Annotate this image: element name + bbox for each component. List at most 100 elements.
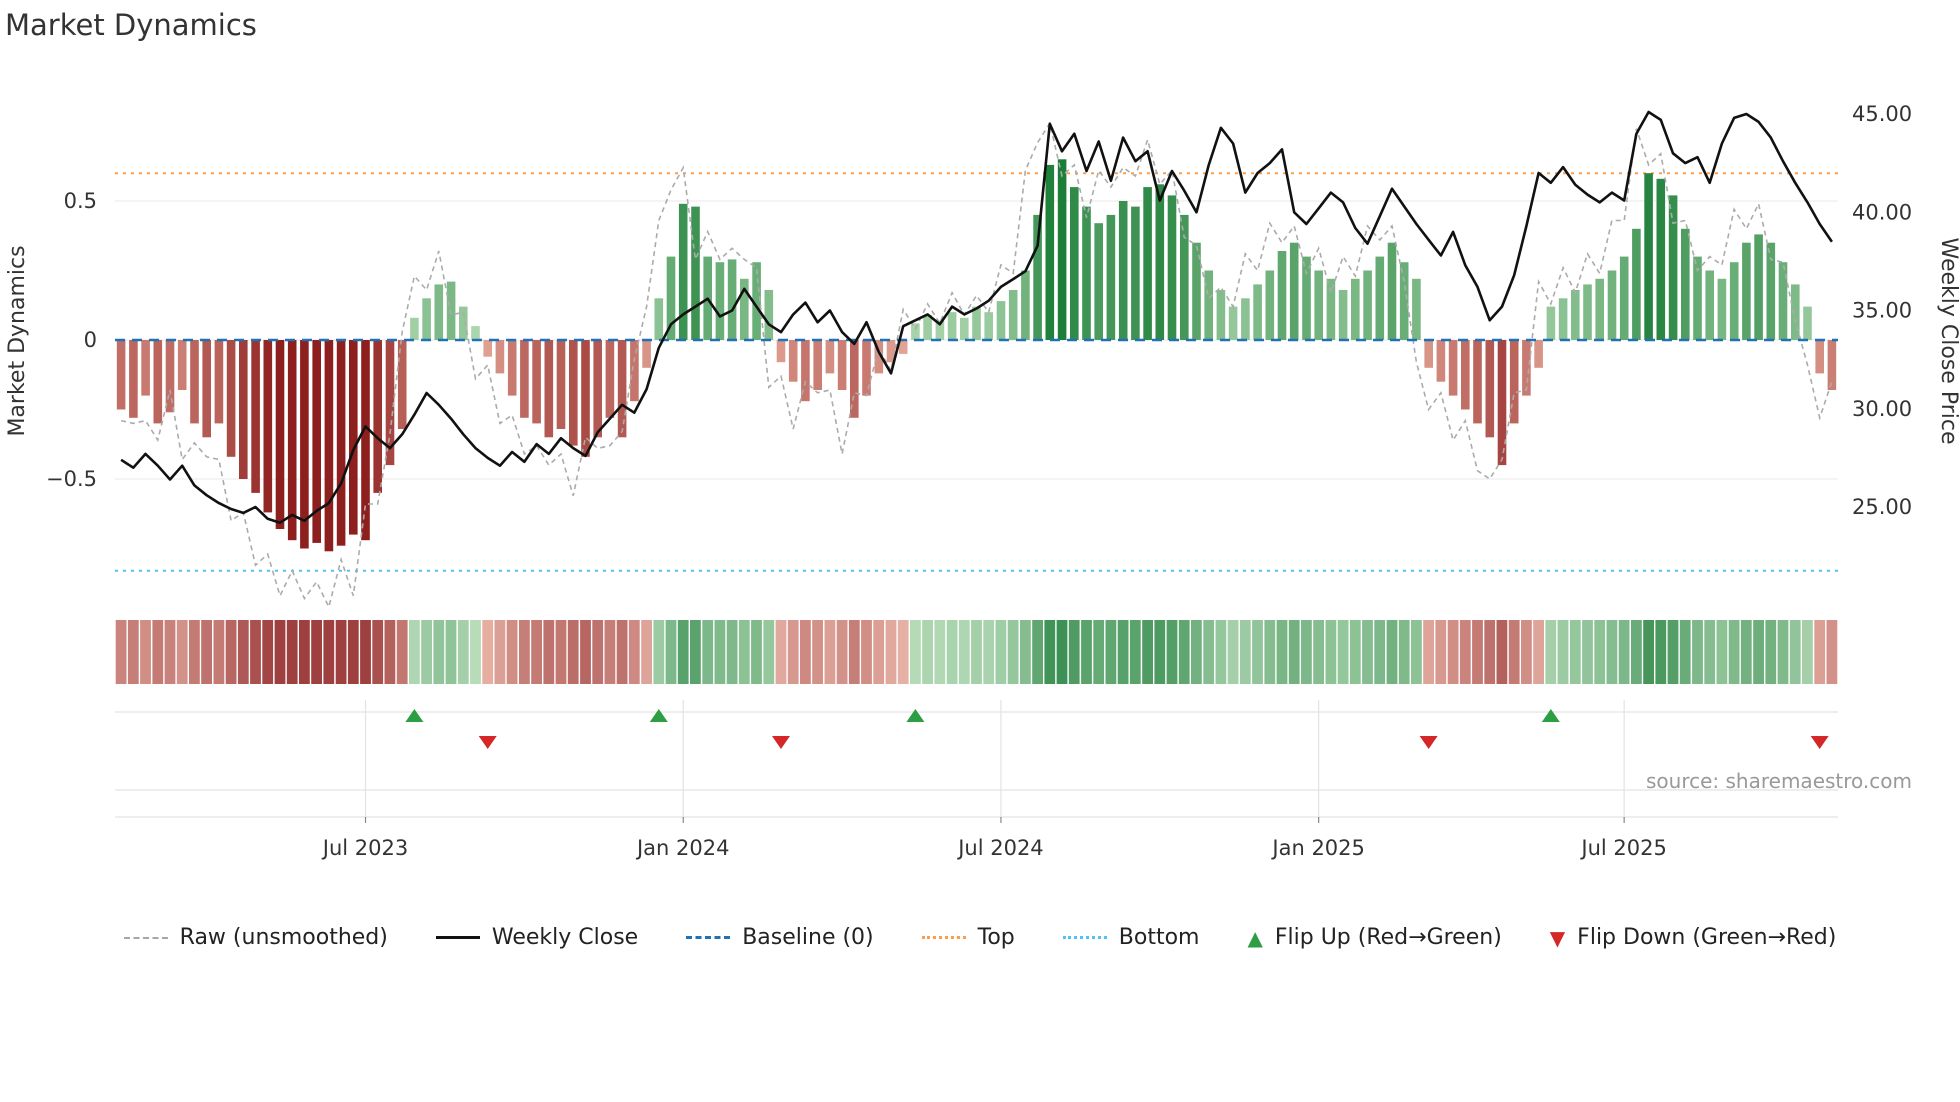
oscillator-bar (1448, 340, 1458, 396)
heatmap-cell (1411, 620, 1422, 684)
oscillator-bar (1412, 278, 1421, 340)
heatmap-cell (1288, 620, 1300, 684)
heatmap-cell (1191, 620, 1202, 684)
heatmap-cell (628, 620, 640, 684)
heatmap-cell (506, 620, 518, 684)
oscillator-bar (911, 323, 920, 340)
oscillator-bar (581, 340, 590, 457)
oscillator-bar (1131, 206, 1140, 340)
heatmap-cell (1276, 620, 1288, 684)
heatmap-cell (983, 620, 995, 684)
heatmap-cell (726, 620, 738, 684)
heatmap-cell (763, 620, 775, 684)
heatmap-cell (604, 620, 616, 684)
oscillator-bar (214, 340, 224, 424)
heatmap-cell (262, 620, 274, 684)
legend-label: Raw (unsmoothed) (179, 925, 388, 950)
heatmap-cell (1264, 620, 1276, 684)
oscillator-bar (1742, 242, 1751, 340)
heatmap-cell (457, 620, 469, 684)
heatmap-cell (1239, 620, 1251, 684)
flip-down-marker (771, 736, 790, 749)
oscillator-bar (556, 340, 566, 429)
heatmap-cell (897, 620, 909, 684)
heatmap-cell (494, 620, 506, 684)
legend-label: Bottom (1118, 925, 1200, 950)
oscillator-bar (1277, 251, 1287, 340)
x-tick-label: Jan 2024 (635, 836, 730, 860)
legend-item-flip-down: ▼ Flip Down (Green→Red) (1550, 925, 1837, 950)
oscillator-bar (1522, 340, 1531, 396)
oscillator-bar (874, 340, 884, 374)
heatmap-cell (482, 620, 494, 684)
oscillator-bar (1021, 270, 1030, 340)
oscillator-bar (141, 340, 150, 396)
heatmap-cell (164, 620, 176, 684)
oscillator-bar (1228, 306, 1238, 340)
heatmap-cell (848, 620, 860, 684)
heatmap-cell (1704, 620, 1716, 684)
oscillator-bar (593, 340, 602, 438)
oscillator-bar (544, 340, 554, 438)
oscillator-bar (1070, 187, 1079, 340)
right-axis-title: Weekly Close Price (1936, 238, 1960, 445)
oscillator-bar (691, 206, 700, 340)
oscillator-bar (1717, 278, 1727, 340)
oscillator-bar (1509, 340, 1519, 424)
heatmap-cell (1166, 620, 1178, 684)
heatmap-strip (115, 620, 1838, 684)
heatmap-cell (445, 620, 457, 684)
heatmap-cell (531, 620, 542, 684)
market-dynamics-chart: 0.5 0 −0.5 45.00 40.00 35.00 30.00 25.00 Jul 202… (5, 102, 1960, 860)
heatmap-cell (1056, 620, 1068, 684)
oscillator-bar (507, 340, 517, 396)
heatmap-cell (1020, 620, 1031, 684)
oscillator-bar (251, 340, 260, 493)
oscillator-bar (1546, 306, 1556, 340)
oscillator-bar (226, 340, 236, 457)
oscillator-bar (1241, 298, 1250, 340)
dotted-cyan-line-icon (1062, 936, 1107, 939)
oscillator-bar (630, 340, 639, 402)
oscillator-bar (287, 340, 297, 541)
oscillator-bar (1155, 184, 1165, 340)
down-triangle-icon: ▼ (1549, 925, 1566, 950)
heatmap-cell (641, 620, 652, 684)
heatmap-cell (1765, 620, 1777, 684)
heatmap-cell (1655, 620, 1667, 684)
heatmap-cell (1521, 620, 1532, 684)
oscillator-bar (1338, 290, 1348, 340)
legend-item-weekly-close: Weekly Close (435, 925, 638, 950)
heatmap-cell (1398, 620, 1410, 684)
heatmap-cell (1215, 620, 1227, 684)
oscillator-bar (202, 340, 211, 438)
heatmap-cell (1472, 620, 1483, 684)
oscillator-bar (1192, 242, 1201, 340)
oscillator-bar (1681, 228, 1690, 340)
x-tick-label: Jul 2025 (1579, 836, 1666, 860)
heatmap-cell (738, 620, 750, 684)
heatmap-cell (812, 620, 823, 684)
oscillator-bar (886, 340, 896, 363)
dashed-gray-line-icon (123, 936, 168, 939)
heatmap-cell (1569, 620, 1581, 684)
left-tick-label: −0.5 (46, 467, 97, 491)
oscillator-bar (1045, 164, 1055, 340)
heatmap-cell (1643, 620, 1654, 684)
oscillator-bar (397, 340, 407, 429)
heatmap-cell (1178, 620, 1190, 684)
heatmap-cell (1374, 620, 1386, 684)
oscillator-bar (1803, 306, 1812, 340)
oscillator-bar (1082, 206, 1091, 340)
right-tick-label: 30.00 (1852, 397, 1912, 421)
heatmap-cell (470, 620, 481, 684)
oscillator-bar (1632, 228, 1641, 340)
heatmap-cell (274, 620, 286, 684)
oscillator-bar (1094, 223, 1103, 340)
oscillator-bar (361, 340, 370, 541)
oscillator-bar (1534, 340, 1543, 368)
left-axis-title: Market Dynamics (5, 245, 30, 436)
heatmap-cell (1337, 620, 1349, 684)
legend-label: Flip Down (Green→Red) (1577, 925, 1837, 950)
heatmap-cell (433, 620, 445, 684)
